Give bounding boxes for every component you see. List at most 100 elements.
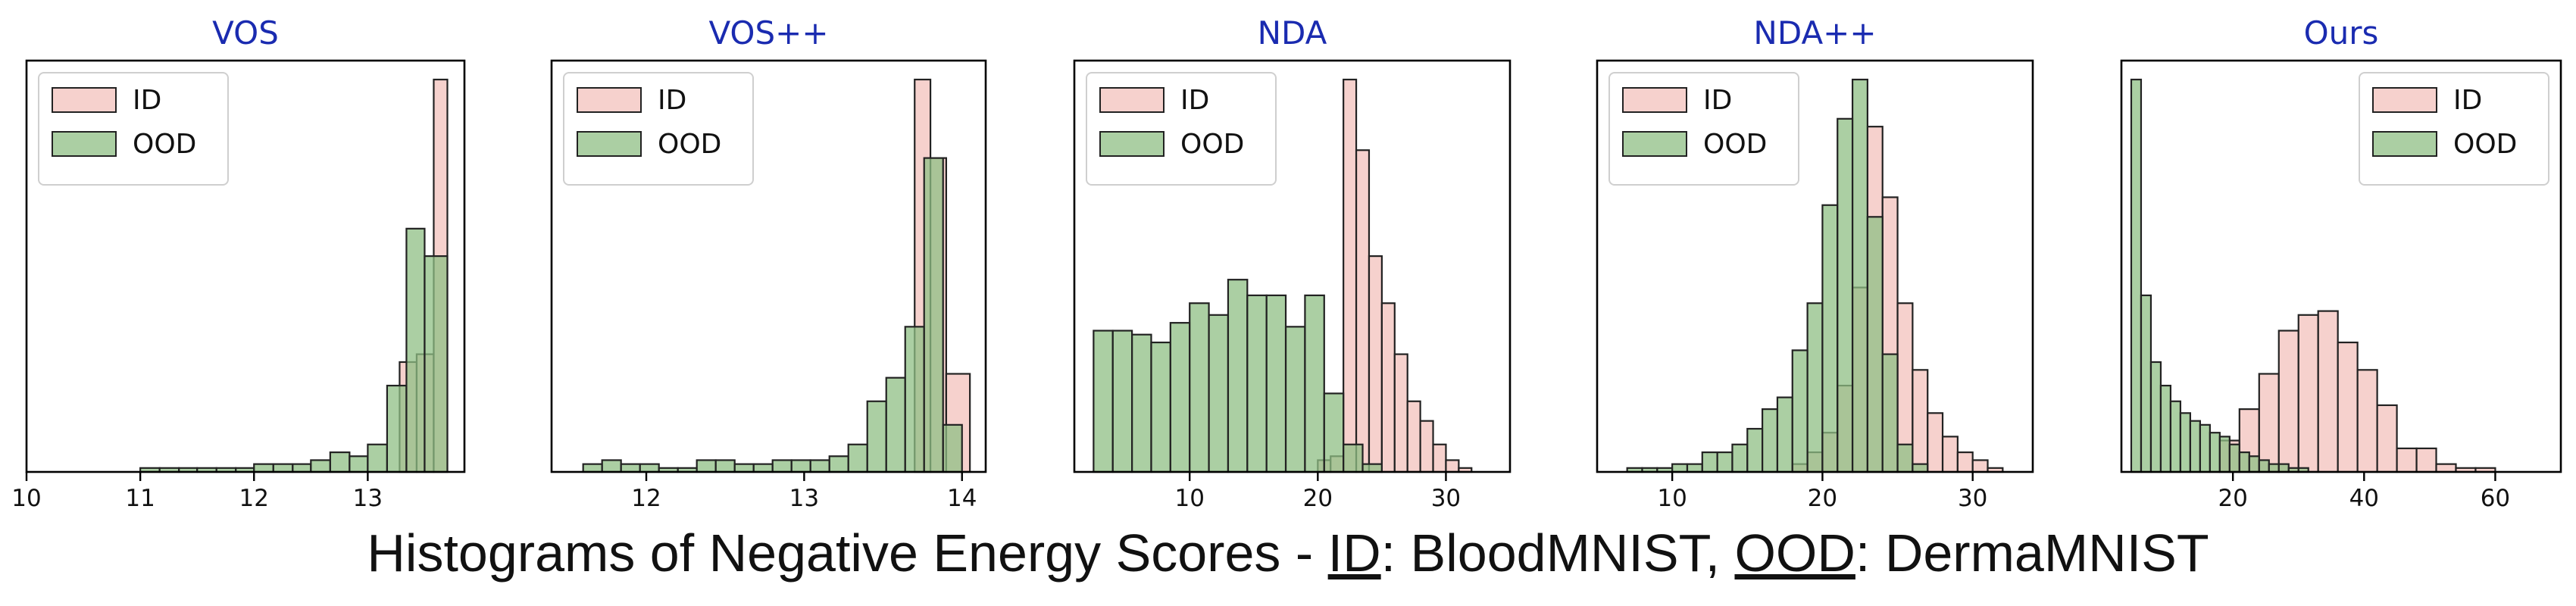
legend: ID OOD [38,72,229,186]
chart-title: VOS [212,14,279,52]
legend-label: OOD [1180,129,1244,160]
x-tick-label: 10 [1657,485,1687,512]
ood-bar [1866,216,1884,473]
legend-swatch [577,87,642,113]
ood-bar [2179,412,2191,473]
chart-title: NDA++ [1753,14,1876,52]
ood-bar [2228,443,2240,473]
x-tick-label: 14 [947,485,977,512]
id-bar [1445,459,1460,473]
ood-bar [1762,408,1779,473]
legend-swatch [2372,131,2437,157]
chart-panel: NDA++ 10 20 30 ID OOD [1596,14,2034,512]
ood-bar [620,463,641,473]
chart-panel: VOS 10 11 12 13 ID OOD [11,14,466,512]
ood-bar [582,463,603,473]
ood-bar [1265,294,1287,473]
ood-bar [1361,463,1383,473]
chart-title: Ours [2304,14,2379,52]
chart-panel: NDA 10 20 30 ID OOD [1073,14,1512,512]
legend-swatch [1622,87,1687,113]
caption-id-dataset: : BloodMNIST, [1380,523,1735,583]
plot-frame [1073,59,1512,473]
ood-bar [1731,443,1749,473]
plot-frame [25,59,466,473]
ood-bar [1746,427,1764,473]
legend-label: ID [2453,85,2482,116]
ood-bar [2277,463,2290,473]
x-tick-label: 60 [2481,485,2510,512]
ood-bar [809,459,830,473]
x-tick-label: 20 [1808,485,1837,512]
id-bar [1393,353,1408,473]
ood-bar [1111,330,1133,473]
legend-label: ID [1703,85,1732,116]
id-bar [1419,420,1434,473]
legend-swatch [1622,131,1687,157]
plot-frame [1596,59,2034,473]
caption-ood-label: OOD [1734,523,1855,583]
ood-bar [1093,330,1114,473]
ood-bar [1304,294,1325,473]
chart-title: NDA [1258,14,1327,52]
legend: ID OOD [2359,72,2549,186]
id-bar [2396,447,2418,473]
legend-label: OOD [1703,129,1767,160]
legend-swatch [1099,131,1165,157]
ood-bar [885,376,906,473]
legend-label: ID [133,85,161,116]
ood-bar [1227,279,1249,473]
ood-bar [2199,423,2211,473]
ood-bar [1671,463,1689,473]
legend-label: ID [1180,85,1209,116]
x-tick-label: 13 [353,485,383,512]
legend-swatch [577,131,642,157]
legend-label: OOD [658,129,721,160]
ood-bar [1881,353,1899,473]
figure-caption: Histograms of Negative Energy Scores - I… [0,523,2576,583]
ood-bar [847,443,868,473]
histogram-figure: VOS 10 11 12 13 ID OOD VOS++ 12 13 14 ID OOD NDA 10 20 3… [11,14,2562,512]
ood-bar [2140,294,2152,473]
ood-bar [771,459,792,473]
ood-bar [1284,326,1306,473]
ood-bar [367,443,389,473]
legend: ID OOD [1608,72,1799,186]
id-bar [2337,341,2359,473]
x-tick-label: 12 [239,485,269,512]
ood-bar [1686,463,1703,473]
id-bar [1927,412,1944,473]
id-bar [2317,310,2339,473]
ood-bar [1701,451,1718,473]
id-bar [1380,302,1396,473]
ood-bar [714,459,736,473]
legend: ID OOD [563,72,754,186]
ood-bar [601,459,622,473]
chart-panel: VOS++ 12 13 14 ID OOD [550,14,987,512]
ood-bar [1131,333,1152,473]
caption-ood-dataset: : DermaMNIST [1855,523,2209,583]
ood-bar [1837,117,1854,473]
ood-bar [329,451,351,473]
id-bar [2376,404,2398,473]
ood-bar [1208,314,1230,473]
id-bar [1432,443,1447,473]
x-tick-label: 12 [631,485,661,512]
x-tick-label: 20 [2218,485,2247,512]
ood-bar [1189,302,1210,473]
ood-bar [2258,459,2270,473]
ood-bar [1791,349,1809,473]
ood-bar [1896,443,1914,473]
ood-bar [2238,451,2250,473]
caption-prefix: Histograms of Negative Energy Scores - [367,523,1328,583]
ood-bar [639,463,660,473]
ood-bar [1169,322,1191,473]
ood-bar [733,463,755,473]
x-tick-label: 13 [789,485,819,512]
ood-bar [1851,78,1868,473]
x-tick-label: 40 [2349,485,2379,512]
id-bar [2258,373,2280,473]
ood-bar [405,227,426,473]
plot-frame [550,59,987,473]
id-bar [1956,451,1974,473]
